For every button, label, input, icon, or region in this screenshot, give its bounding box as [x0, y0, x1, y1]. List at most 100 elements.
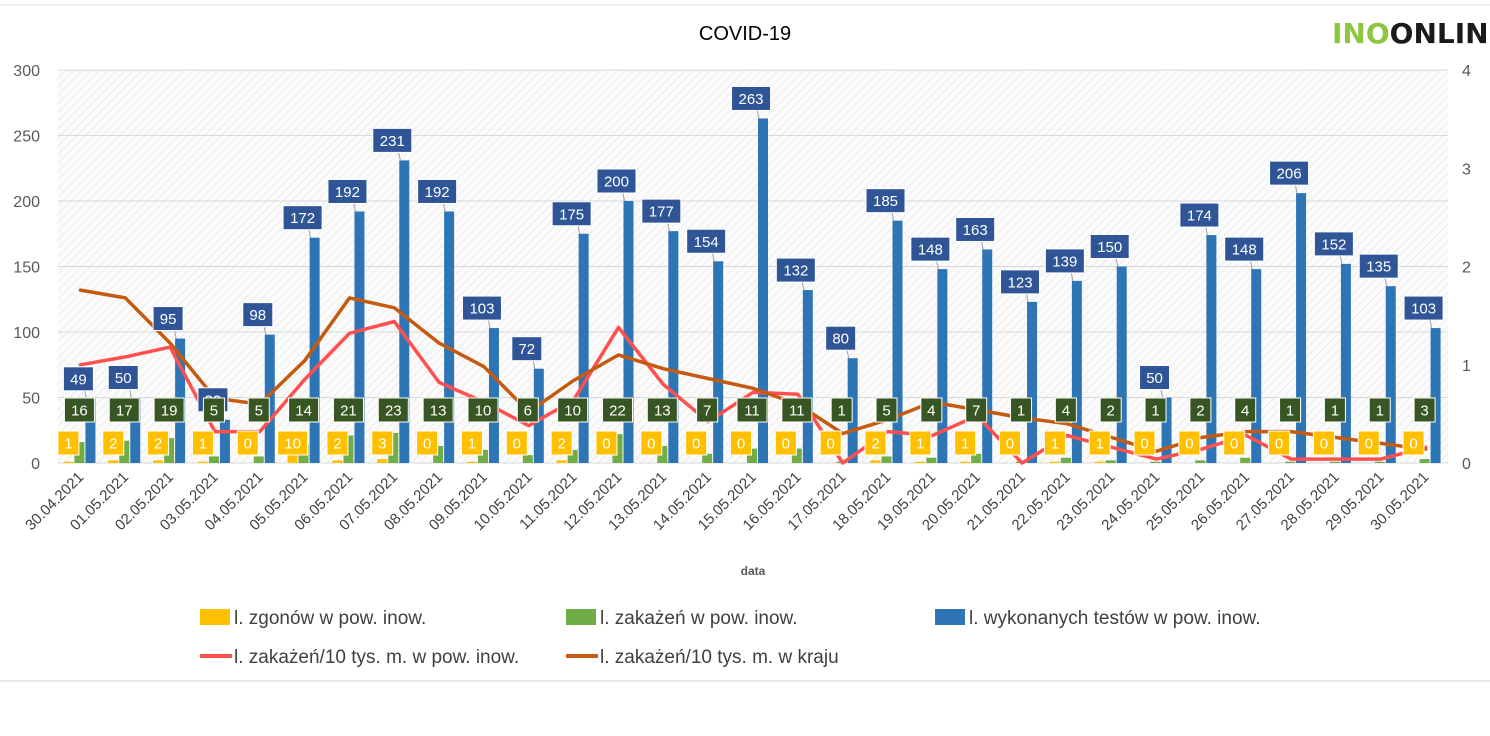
tests-data-label: 148	[1232, 242, 1257, 259]
tests-data-label-bg	[372, 127, 413, 153]
infections-data-label-bg	[288, 397, 320, 423]
bar-tests	[130, 397, 141, 463]
infections-data-label: 1	[1376, 403, 1384, 420]
bar-tests	[623, 201, 634, 463]
infections-data-label: 4	[927, 403, 935, 420]
bar-infections	[971, 453, 982, 463]
tests-data-label-bg	[775, 257, 816, 283]
tests-data-label-bg	[731, 85, 771, 111]
deaths-data-label: 1	[961, 436, 969, 453]
deaths-data-label-bg	[999, 430, 1022, 456]
tests-data-label: 206	[1277, 166, 1302, 183]
bar-deaths	[332, 460, 343, 463]
infections-data-label: 17	[116, 403, 133, 420]
tests-data-label-bg	[910, 236, 951, 262]
bar-tests	[892, 220, 903, 463]
deaths-data-label: 0	[1275, 436, 1283, 453]
deaths-data-label: 0	[244, 436, 252, 453]
bar-deaths	[915, 461, 926, 463]
infections-data-label: 4	[1062, 403, 1070, 420]
deaths-data-label: 0	[827, 436, 835, 453]
tests-data-label-bg	[511, 336, 543, 362]
infections-data-label-bg	[422, 397, 454, 423]
tests-data-label-bg	[686, 228, 727, 254]
infections-data-label-bg	[1010, 397, 1033, 423]
tests-data-label-bg	[1224, 236, 1265, 262]
deaths-data-label-bg	[595, 430, 618, 456]
infections-data-label-bg	[920, 397, 943, 423]
deaths-data-label-bg	[1088, 430, 1111, 456]
tests-data-label: 175	[559, 206, 584, 223]
infections-data-label: 6	[524, 403, 532, 420]
deaths-data-label-bg	[191, 430, 214, 456]
bar-tests	[399, 160, 410, 463]
legend-swatch	[935, 609, 965, 625]
legend-label: l. wykonanych testów w pow. inow.	[969, 608, 1260, 629]
infections-data-label: 3	[1420, 403, 1428, 420]
infections-data-label-bg	[736, 397, 768, 423]
line-local-rate	[78, 319, 1428, 465]
tests-data-label-bg	[865, 188, 906, 214]
tests-data-label: 185	[873, 193, 898, 210]
tests-data-label: 172	[290, 210, 315, 227]
deaths-data-label-bg	[147, 430, 170, 456]
deaths-data-label: 3	[378, 436, 386, 453]
infections-data-label-bg	[1413, 397, 1436, 423]
bar-deaths	[108, 460, 119, 463]
bar-infections	[1105, 460, 1116, 463]
tests-data-label: 148	[918, 242, 943, 259]
y2-tick-label: 0	[1462, 456, 1471, 473]
bar-tests	[1296, 193, 1307, 463]
bar-infections	[1060, 457, 1071, 463]
tests-data-label: 150	[1097, 239, 1122, 256]
tests-data-label-bg	[1139, 365, 1171, 390]
deaths-data-label: 1	[64, 436, 72, 453]
bar-infections	[1285, 461, 1296, 463]
tests-data-label-bg	[62, 366, 94, 392]
infections-data-label-bg	[557, 397, 589, 423]
deaths-data-label-bg	[1402, 430, 1425, 456]
tests-data-label-bg	[825, 325, 857, 351]
deaths-data-label: 2	[154, 436, 162, 453]
tests-data-label: 132	[783, 263, 808, 280]
tests-data-label: 80	[832, 331, 849, 348]
bar-deaths	[1049, 461, 1060, 463]
deaths-data-label: 1	[468, 436, 476, 453]
tests-data-label: 103	[1411, 301, 1436, 318]
deaths-data-label: 0	[1006, 436, 1014, 453]
deaths-data-label: 2	[109, 436, 117, 453]
bar-tests	[444, 211, 455, 463]
infections-data-label-bg	[247, 397, 270, 423]
tests-data-label-bg	[242, 302, 274, 328]
bar-tests	[1161, 397, 1172, 463]
infections-data-label: 11	[789, 403, 805, 420]
infections-data-label: 1	[838, 403, 846, 420]
bar-tests	[1251, 269, 1262, 463]
infections-data-label-bg	[1054, 397, 1077, 423]
y-tick-label: 150	[13, 260, 40, 277]
bar-infections	[1329, 461, 1340, 463]
tests-data-label: 95	[160, 311, 177, 328]
deaths-data-label: 10	[284, 436, 301, 453]
tests-data-label-bg	[461, 295, 502, 321]
tests-data-label-bg	[282, 205, 323, 231]
tests-data-label: 135	[1366, 259, 1391, 276]
infections-data-label-bg	[646, 397, 678, 423]
infections-data-label-bg	[1368, 397, 1391, 423]
infections-data-label-bg	[108, 397, 140, 423]
infections-data-label: 23	[385, 403, 402, 420]
bar-tests	[1071, 280, 1082, 463]
infections-data-label-bg	[965, 397, 988, 423]
deaths-data-label-bg	[730, 430, 752, 456]
lines	[78, 288, 1428, 465]
x-axis: 30.04.202101.05.202102.05.202103.05.2021…	[22, 469, 1432, 534]
legend-label: l. zakażeń/10 tys. m. w kraju	[600, 647, 839, 668]
infections-data-label-bg	[875, 397, 898, 423]
infections-data-label-bg	[467, 397, 499, 423]
tests-data-label-bg	[417, 178, 458, 204]
deaths-data-label: 0	[647, 436, 655, 453]
bar-infections	[253, 456, 264, 463]
infections-data-label-bg	[830, 397, 853, 423]
deaths-data-label: 0	[1320, 436, 1328, 453]
